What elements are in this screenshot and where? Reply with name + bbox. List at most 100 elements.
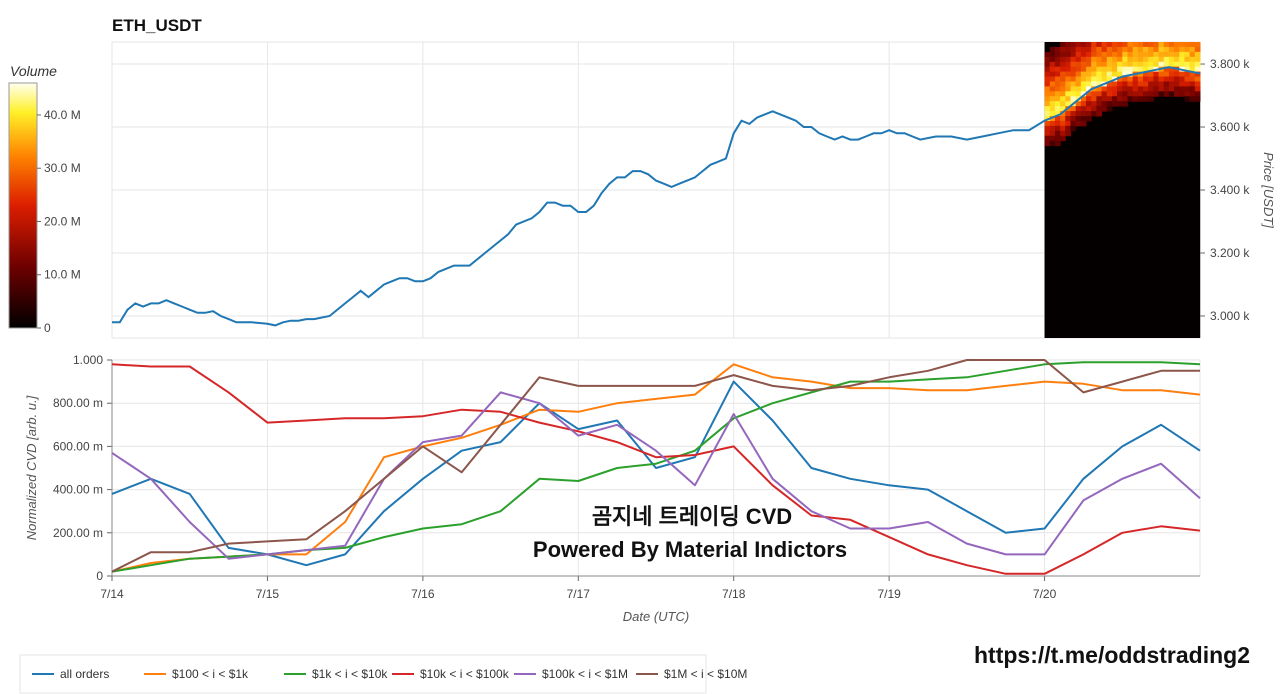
heatmap-cell — [1194, 81, 1201, 87]
heatmap-cell — [1137, 96, 1144, 102]
heatmap-cell — [1163, 91, 1170, 97]
heatmap-cell — [1143, 86, 1149, 92]
heatmap-cell — [1168, 46, 1175, 53]
heatmap-cell — [1049, 96, 1056, 102]
heatmap-cell — [1137, 81, 1144, 87]
heatmap-cell — [1189, 71, 1196, 78]
heatmap-cell — [1168, 86, 1175, 92]
heatmap-cell — [1184, 46, 1191, 53]
heatmap-cell — [1143, 66, 1149, 73]
heatmap-cell — [1080, 116, 1087, 122]
heatmap-cell — [1127, 61, 1134, 68]
heatmap-cell — [1086, 111, 1092, 117]
heatmap-cell — [1096, 91, 1103, 97]
heatmap-cell — [1091, 46, 1097, 53]
heatmap-cell — [1075, 71, 1082, 78]
heatmap-cell — [1127, 96, 1134, 102]
heatmap-cell — [1111, 91, 1118, 97]
heatmap-cell — [1127, 46, 1134, 53]
heatmap-cell — [1070, 76, 1077, 82]
heatmap-cell — [1044, 71, 1051, 78]
heatmap-cell — [1174, 51, 1180, 58]
heatmap-cell — [1132, 46, 1139, 53]
heatmap-cell — [1060, 66, 1066, 73]
cvd-ytick-label: 1.000 — [73, 353, 103, 367]
cvd-xtick-label: 7/20 — [1033, 587, 1057, 601]
heatmap-cell — [1086, 101, 1092, 107]
heatmap-cell — [1117, 61, 1123, 68]
heatmap-cell — [1148, 86, 1154, 92]
heatmap-cell — [1143, 46, 1149, 53]
price-ytick-label: 3.800 k — [1210, 57, 1250, 71]
heatmap-cell — [1153, 71, 1160, 78]
heatmap-cell — [1106, 42, 1113, 48]
heatmap-cell — [1106, 71, 1113, 78]
heatmap-cell — [1163, 46, 1170, 53]
heatmap-cell — [1065, 81, 1071, 87]
heatmap-cell — [1163, 76, 1170, 82]
heatmap-cell — [1158, 76, 1165, 82]
heatmap-cell — [1163, 42, 1170, 48]
heatmap-cell — [1122, 66, 1128, 73]
heatmap-cell — [1137, 51, 1144, 58]
heatmap-cell — [1127, 56, 1134, 63]
heatmap-cell — [1065, 96, 1071, 102]
chart-title: ETH_USDT — [112, 16, 202, 35]
heatmap-cell — [1101, 66, 1108, 73]
heatmap-cell — [1086, 76, 1092, 82]
heatmap-cell — [1158, 46, 1165, 53]
heatmap-cell — [1106, 66, 1113, 73]
heatmap-cell — [1168, 66, 1175, 73]
heatmap-cell — [1122, 51, 1128, 58]
heatmap-cell — [1054, 56, 1061, 63]
heatmap-cell — [1189, 61, 1196, 68]
heatmap-cell — [1054, 120, 1061, 127]
heatmap-cell — [1143, 42, 1149, 48]
heatmap-cell — [1096, 56, 1103, 63]
heatmap-cell — [1106, 106, 1113, 112]
cvd-ytick-label: 0 — [96, 569, 103, 583]
heatmap-cell — [1106, 81, 1113, 87]
heatmap-cell — [1070, 116, 1077, 122]
colorbar-tick-label: 0 — [44, 321, 51, 335]
heatmap-cell — [1080, 86, 1087, 92]
cvd-ytick-label: 400.00 m — [53, 483, 103, 497]
heatmap-cell — [1117, 42, 1123, 48]
heatmap-cell — [1080, 120, 1087, 127]
heatmap-cell — [1080, 101, 1087, 107]
heatmap-cell — [1153, 86, 1160, 92]
heatmap-cell — [1049, 86, 1056, 92]
heatmap-cell — [1086, 91, 1092, 97]
heatmap-cell — [1137, 86, 1144, 92]
heatmap-cell — [1044, 51, 1051, 58]
heatmap-cell — [1189, 66, 1196, 73]
heatmap-cell — [1096, 111, 1103, 117]
heatmap-cell — [1194, 51, 1201, 58]
heatmap-cell — [1148, 61, 1154, 68]
heatmap-cell — [1075, 91, 1082, 97]
heatmap-cell — [1132, 76, 1139, 82]
heatmap-cell — [1122, 76, 1128, 82]
heatmap-cell — [1111, 61, 1118, 68]
heatmap-cell — [1060, 46, 1066, 53]
heatmap-cell — [1137, 61, 1144, 68]
heatmap-cell — [1075, 51, 1082, 58]
heatmap-cell — [1080, 56, 1087, 63]
heatmap-cell — [1163, 71, 1170, 78]
heatmap-cell — [1075, 42, 1082, 48]
heatmap-cell — [1070, 46, 1077, 53]
heatmap-cell — [1168, 61, 1175, 68]
heatmap-cell — [1044, 66, 1051, 73]
heatmap-cell — [1111, 42, 1118, 48]
heatmap-cell — [1174, 46, 1180, 53]
heatmap-cell — [1075, 116, 1082, 122]
heatmap-cell — [1143, 71, 1149, 78]
heatmap-cell — [1054, 61, 1061, 68]
heatmap-cell — [1184, 66, 1191, 73]
heatmap-cell — [1117, 86, 1123, 92]
heatmap-cell — [1060, 42, 1066, 48]
heatmap-cell — [1117, 51, 1123, 58]
heatmap-cell — [1111, 46, 1118, 53]
heatmap-cell — [1065, 56, 1071, 63]
heatmap-cell — [1086, 51, 1092, 58]
